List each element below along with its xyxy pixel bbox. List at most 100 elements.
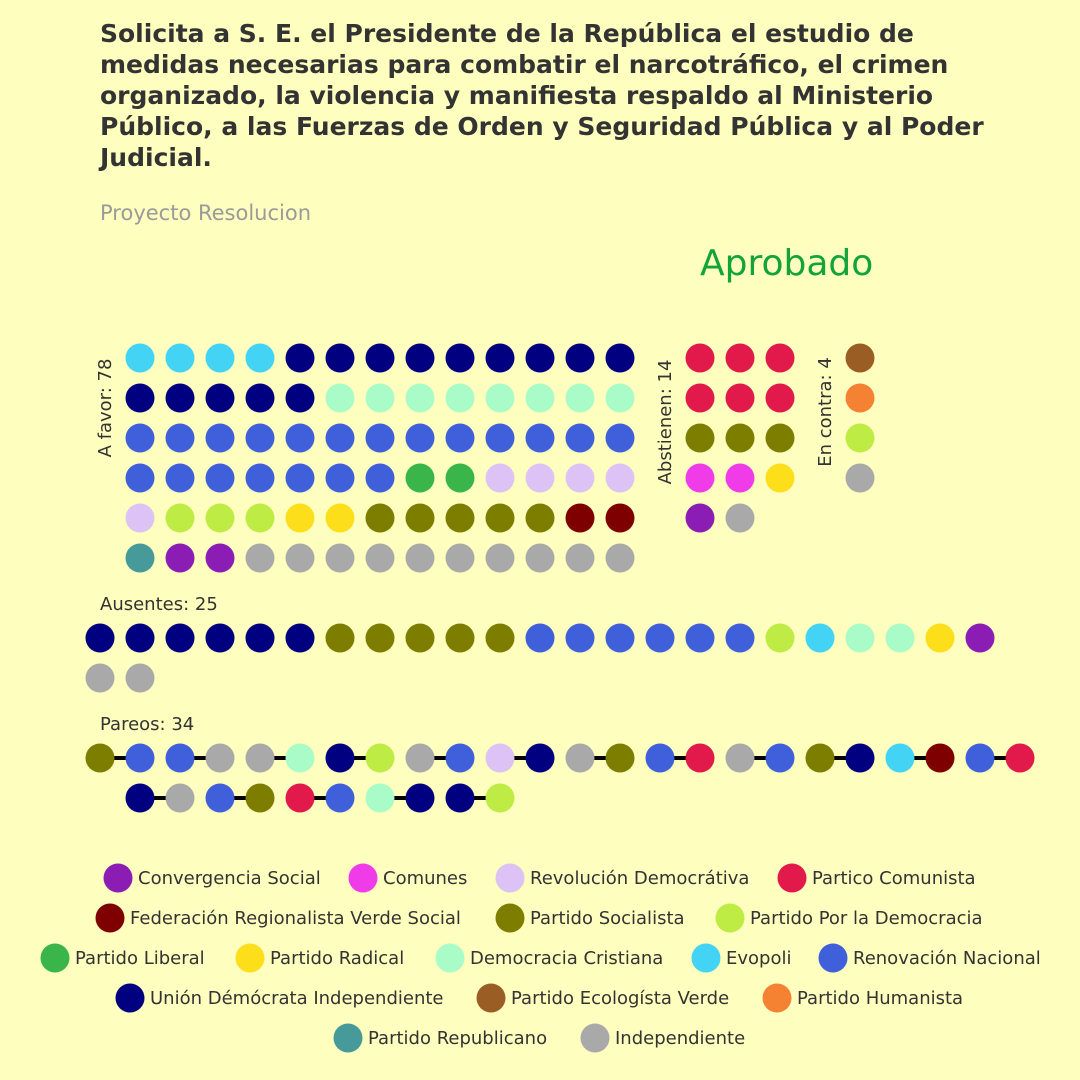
favor-seat [485, 423, 515, 453]
contra-seat [845, 423, 875, 453]
pareos-seat [325, 783, 355, 813]
favor-seat [285, 383, 315, 413]
favor-seat [325, 543, 355, 573]
abstienen-seat [765, 383, 795, 413]
abstienen-seat [725, 503, 755, 533]
legend-swatch [435, 943, 465, 973]
abstienen-seat [725, 343, 755, 373]
favor-seat [605, 463, 635, 493]
legend-swatch [40, 943, 70, 973]
contra-seat [845, 383, 875, 413]
legend-swatch [818, 943, 848, 973]
favor-seat [205, 463, 235, 493]
ausentes-seat [565, 623, 595, 653]
favor-seat [205, 543, 235, 573]
favor-seat [125, 503, 155, 533]
pareos-seat [285, 783, 315, 813]
favor-seat [485, 343, 515, 373]
ausentes-seat [805, 623, 835, 653]
chart-title: Solicita a S. E. el Presidente de la Rep… [100, 19, 984, 172]
pareos-seat [685, 743, 715, 773]
legend-label: Unión Démócrata Independiente [150, 988, 444, 1009]
pareos-seat [205, 743, 235, 773]
legend-label: Partido Socialista [530, 908, 685, 929]
favor-seat [565, 503, 595, 533]
favor-seat [605, 343, 635, 373]
ausentes-label: Ausentes: 25 [100, 594, 218, 615]
favor-seat [245, 423, 275, 453]
pareos-seat [645, 743, 675, 773]
legend-label: Convergencia Social [138, 868, 321, 889]
favor-seat [565, 343, 595, 373]
favor-seat [565, 463, 595, 493]
favor-seat [245, 383, 275, 413]
favor-seat [445, 423, 475, 453]
legend-swatch [495, 903, 525, 933]
abstienen-seat [765, 423, 795, 453]
pareos-seat [925, 743, 955, 773]
favor-seat [525, 383, 555, 413]
favor-seat [405, 423, 435, 453]
favor-seat [485, 383, 515, 413]
favor-seat [365, 383, 395, 413]
favor-seat [365, 543, 395, 573]
favor-seat [245, 343, 275, 373]
favor-seat [125, 343, 155, 373]
ausentes-seat [365, 623, 395, 653]
legend-label: Partido Por la Democracia [750, 908, 983, 929]
pareos-seat [885, 743, 915, 773]
legend-label: Independiente [615, 1028, 745, 1049]
favor-seat [445, 503, 475, 533]
favor-seat [125, 423, 155, 453]
favor-seat [205, 423, 235, 453]
legend-swatch [476, 983, 506, 1013]
ausentes-seat [125, 663, 155, 693]
abstienen-seat [685, 503, 715, 533]
legend-label: Partido Liberal [75, 948, 205, 969]
legend-label: Comunes [383, 868, 467, 889]
legend-swatch [691, 943, 721, 973]
ausentes-seat [85, 663, 115, 693]
legend-swatch [495, 863, 525, 893]
pareos-seat [845, 743, 875, 773]
favor-seat [205, 503, 235, 533]
abstienen-seat [765, 343, 795, 373]
pareos-seat [405, 743, 435, 773]
pareos-seat [605, 743, 635, 773]
pareos-seat [325, 743, 355, 773]
favor-seat [365, 503, 395, 533]
favor-seat [605, 543, 635, 573]
favor-seat [525, 343, 555, 373]
favor-seat [405, 463, 435, 493]
favor-seat [325, 423, 355, 453]
ausentes-seat [925, 623, 955, 653]
favor-seat [165, 343, 195, 373]
favor-label: A favor: 78 [95, 359, 116, 458]
legend-swatch [777, 863, 807, 893]
abstienen-seat [685, 383, 715, 413]
abstienen-seat [685, 423, 715, 453]
ausentes-seat [725, 623, 755, 653]
favor-seat [405, 503, 435, 533]
legend-swatch [348, 863, 378, 893]
abstienen-seat [765, 463, 795, 493]
favor-seat [485, 543, 515, 573]
favor-seat [445, 543, 475, 573]
favor-seat [565, 383, 595, 413]
legend-swatch [95, 903, 125, 933]
favor-seat [165, 383, 195, 413]
legend-label: Renovación Nacional [853, 948, 1041, 969]
favor-seat [525, 543, 555, 573]
favor-seat [245, 543, 275, 573]
ausentes-seat [125, 623, 155, 653]
favor-seat [525, 463, 555, 493]
ausentes-seat [485, 623, 515, 653]
pareos-seat [205, 783, 235, 813]
pareos-seat [165, 743, 195, 773]
pareos-seat [285, 743, 315, 773]
pareos-seat [365, 783, 395, 813]
favor-seat [605, 383, 635, 413]
favor-seat [285, 543, 315, 573]
contra-seat [845, 343, 875, 373]
favor-seat [405, 383, 435, 413]
